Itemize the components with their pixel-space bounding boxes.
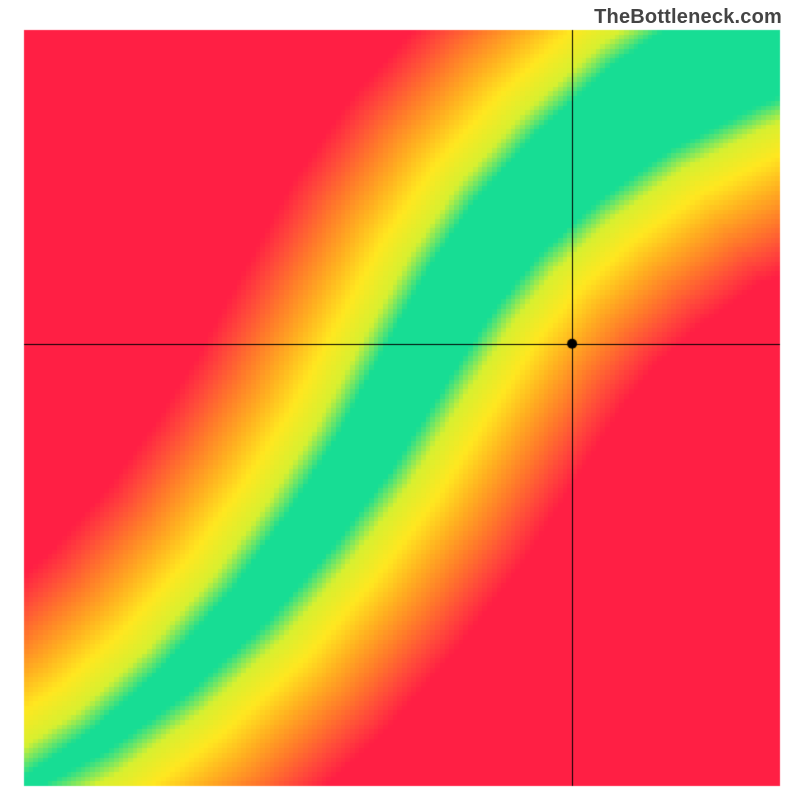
watermark-text: TheBottleneck.com [594, 6, 782, 29]
bottleneck-heatmap [0, 0, 800, 800]
chart-container: TheBottleneck.com [0, 0, 800, 800]
